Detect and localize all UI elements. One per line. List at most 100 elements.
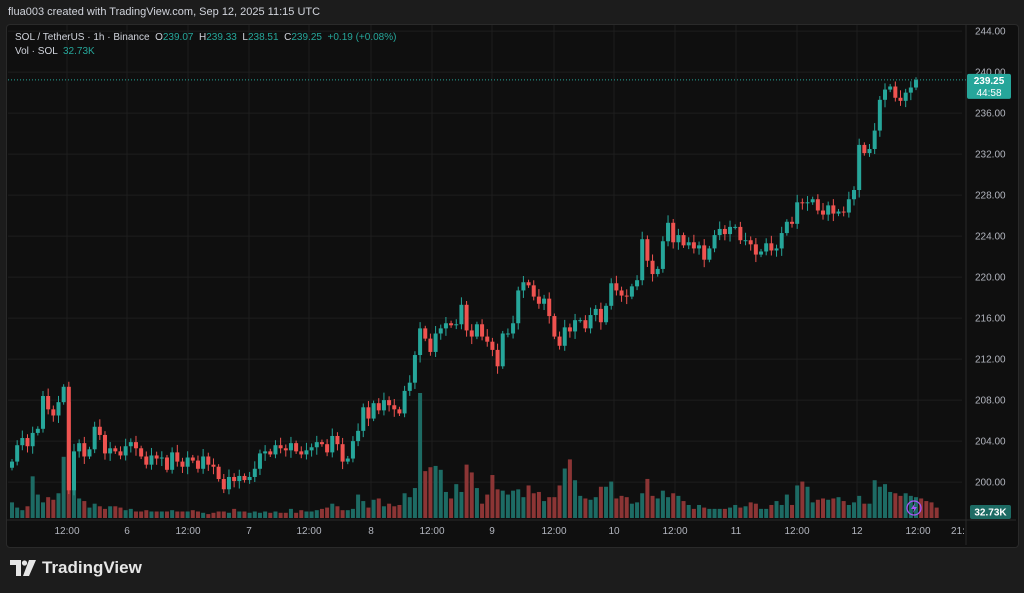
candle-body[interactable] <box>536 296 541 304</box>
candle-body[interactable] <box>691 242 696 249</box>
candle-body[interactable] <box>56 402 61 416</box>
candle-body[interactable] <box>552 316 557 337</box>
candle-body[interactable] <box>402 390 407 414</box>
candle-body[interactable] <box>521 282 526 291</box>
candle-body[interactable] <box>371 403 376 419</box>
candle-body[interactable] <box>128 442 133 447</box>
lightning-icon[interactable] <box>906 500 922 516</box>
candle-body[interactable] <box>407 382 412 391</box>
candle-body[interactable] <box>283 448 288 451</box>
candle-body[interactable] <box>614 283 619 291</box>
candle-body[interactable] <box>728 226 733 235</box>
candle-body[interactable] <box>795 202 800 224</box>
candle-body[interactable] <box>118 451 123 456</box>
candle-body[interactable] <box>542 298 547 304</box>
candle-body[interactable] <box>335 435 340 445</box>
candle-body[interactable] <box>345 458 350 462</box>
candlestick-chart[interactable]: 244.00 240.00 236.00 232.00 228.00 224.00 220.… <box>0 0 1024 546</box>
candle-body[interactable] <box>361 407 366 431</box>
tradingview-logo[interactable]: TradingView <box>10 558 142 578</box>
candle-body[interactable] <box>247 476 252 481</box>
candle-body[interactable] <box>263 451 268 454</box>
candle-body[interactable] <box>805 202 810 204</box>
candle-body[interactable] <box>748 240 753 245</box>
candle-body[interactable] <box>898 97 903 101</box>
candle-body[interactable] <box>133 442 138 449</box>
candle-body[interactable] <box>294 443 299 452</box>
candle-body[interactable] <box>480 324 485 337</box>
candle-body[interactable] <box>821 210 826 215</box>
candle-body[interactable] <box>883 89 888 100</box>
candle-body[interactable] <box>733 226 738 228</box>
candle-body[interactable] <box>201 456 206 469</box>
candle-body[interactable] <box>567 327 572 332</box>
candle-body[interactable] <box>474 324 479 337</box>
candle-body[interactable] <box>671 222 676 243</box>
candle-body[interactable] <box>852 190 857 200</box>
candle-body[interactable] <box>547 298 552 317</box>
candle-body[interactable] <box>779 233 784 249</box>
candle-body[interactable] <box>624 295 629 297</box>
candle-body[interactable] <box>392 405 397 410</box>
candle-body[interactable] <box>717 228 722 236</box>
candle-body[interactable] <box>660 241 665 269</box>
candle-body[interactable] <box>376 403 381 411</box>
candle-body[interactable] <box>170 452 175 470</box>
candle-body[interactable] <box>511 323 516 334</box>
candle-body[interactable] <box>573 320 578 332</box>
candle-body[interactable] <box>20 438 25 446</box>
candle-body[interactable] <box>485 336 490 342</box>
candle-body[interactable] <box>92 426 97 450</box>
candle-body[interactable] <box>877 99 882 131</box>
candle-body[interactable] <box>893 86 898 98</box>
candle-body[interactable] <box>815 199 820 211</box>
candle-body[interactable] <box>810 199 815 203</box>
candle-body[interactable] <box>593 308 598 316</box>
candle-body[interactable] <box>774 248 779 251</box>
candle-body[interactable] <box>650 260 655 275</box>
candle-body[interactable] <box>438 328 443 334</box>
candle-body[interactable] <box>578 320 583 322</box>
candle-body[interactable] <box>350 441 355 459</box>
candle-body[interactable] <box>583 320 588 329</box>
candle-body[interactable] <box>598 308 603 323</box>
volume-label[interactable]: Vol · SOL <box>15 46 58 57</box>
candle-body[interactable] <box>381 400 386 411</box>
candle-body[interactable] <box>144 456 149 465</box>
candle-body[interactable] <box>666 222 671 242</box>
candle-body[interactable] <box>826 205 831 215</box>
candle-body[interactable] <box>330 435 335 453</box>
candle-body[interactable] <box>738 226 743 241</box>
candle-body[interactable] <box>325 444 330 453</box>
candle-body[interactable] <box>769 243 774 251</box>
candle-body[interactable] <box>40 396 45 429</box>
candle-body[interactable] <box>707 248 712 260</box>
candle-body[interactable] <box>588 315 593 329</box>
candle-body[interactable] <box>387 400 392 406</box>
candle-body[interactable] <box>516 290 521 324</box>
candle-body[interactable] <box>469 330 474 337</box>
candle-body[interactable] <box>273 445 278 455</box>
candle-body[interactable] <box>418 328 423 356</box>
candle-body[interactable] <box>428 338 433 352</box>
candle-body[interactable] <box>505 333 510 335</box>
candle-body[interactable] <box>397 409 402 414</box>
candle-body[interactable] <box>30 432 35 447</box>
candle-body[interactable] <box>159 457 164 459</box>
candle-body[interactable] <box>743 240 748 242</box>
candle-body[interactable] <box>645 239 650 261</box>
candle-body[interactable] <box>464 304 469 331</box>
candle-body[interactable] <box>299 451 304 455</box>
candle-body[interactable] <box>697 245 702 249</box>
candle-body[interactable] <box>841 211 846 213</box>
candle-body[interactable] <box>500 333 505 367</box>
candle-body[interactable] <box>366 407 371 419</box>
candle-body[interactable] <box>356 430 361 442</box>
candle-body[interactable] <box>252 468 257 477</box>
candle-body[interactable] <box>226 476 231 490</box>
candle-body[interactable] <box>800 202 805 204</box>
candle-body[interactable] <box>702 245 707 260</box>
symbol-label[interactable]: SOL / TetherUS · 1h · Binance <box>15 32 150 43</box>
candle-body[interactable] <box>77 443 82 452</box>
candle-body[interactable] <box>314 442 319 448</box>
